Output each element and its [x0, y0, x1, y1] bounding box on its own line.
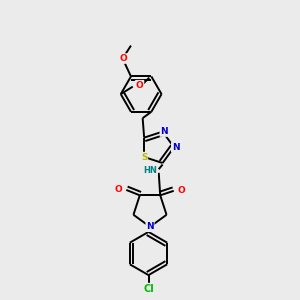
Text: N: N [172, 143, 179, 152]
Text: Cl: Cl [143, 284, 154, 294]
Text: N: N [146, 222, 154, 231]
Text: HN: HN [143, 166, 157, 175]
Text: S: S [141, 152, 147, 161]
Text: O: O [177, 186, 185, 195]
Text: O: O [115, 185, 123, 194]
Text: N: N [160, 127, 168, 136]
Text: O: O [136, 81, 143, 90]
Text: O: O [120, 54, 127, 63]
